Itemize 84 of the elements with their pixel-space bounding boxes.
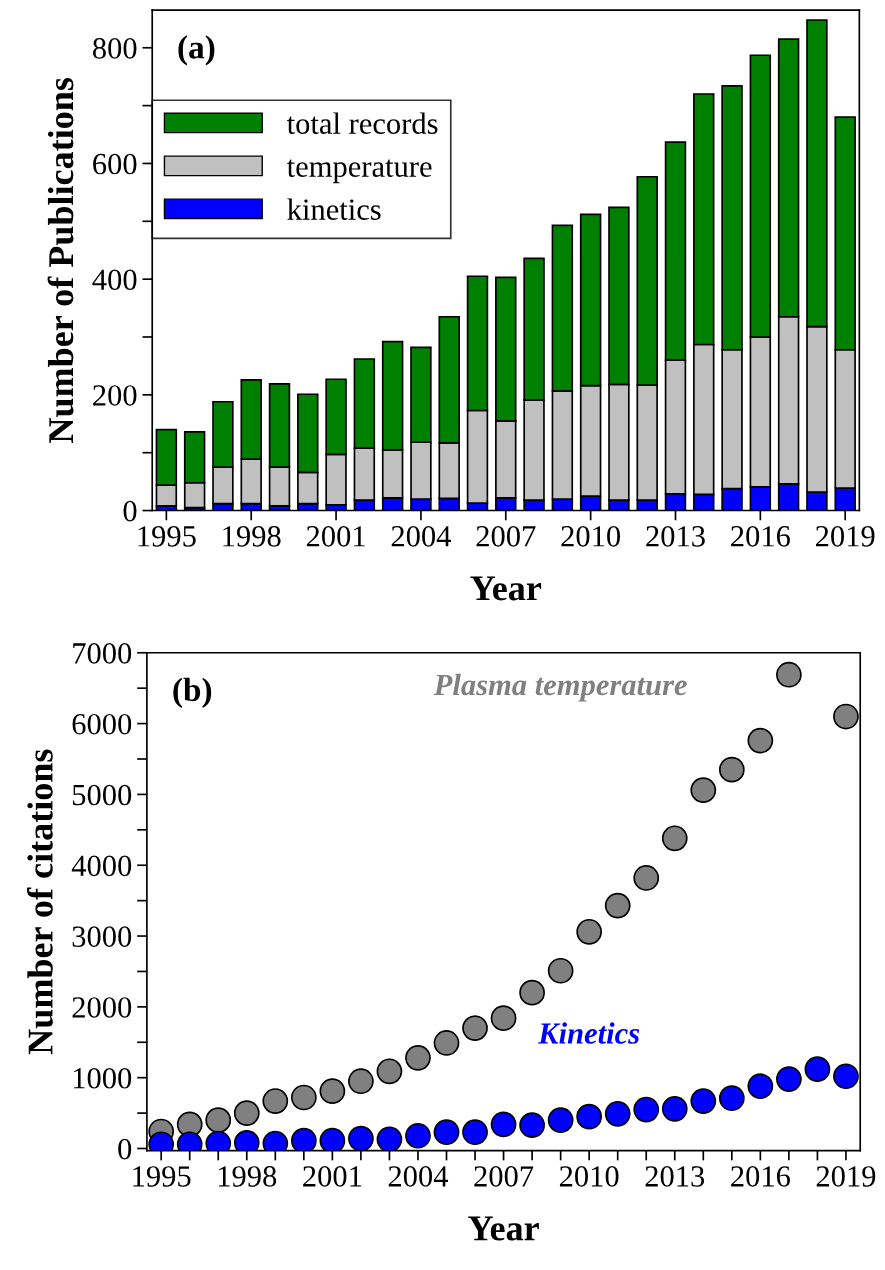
x-tick-label: 2016 (731, 526, 790, 547)
annotation: (a) (178, 35, 215, 66)
y-tick-label: 600 (93, 153, 137, 175)
point (776, 1066, 802, 1092)
y-tick-label: 200 (93, 385, 137, 406)
point (804, 1056, 831, 1083)
y-tick-label: 6000 (72, 713, 132, 735)
point (519, 1112, 545, 1138)
x-tick-label: 2016 (731, 1166, 790, 1187)
point (718, 756, 745, 783)
point (205, 1107, 232, 1134)
text: Plasma temperature (433, 673, 687, 702)
x-tick-label: 1995 (138, 526, 196, 547)
point (376, 1126, 403, 1151)
point (690, 777, 717, 804)
legend-label: total records (286, 112, 438, 134)
point (718, 1085, 745, 1112)
series-label: Kinetics (538, 1022, 640, 1044)
point (690, 1088, 717, 1114)
x-axis-title: Year (468, 1216, 539, 1241)
point (490, 1111, 517, 1138)
x-tick-label: 2001 (303, 1166, 362, 1187)
x-tick-label: 1998 (223, 526, 281, 547)
point (633, 1096, 660, 1123)
x-tick-label: 2004 (388, 1166, 449, 1187)
x-tick-label: 2001 (306, 526, 365, 547)
y-tick-label: 4000 (71, 855, 132, 877)
point (547, 1107, 574, 1134)
point (604, 892, 631, 919)
x-tick-label: 1998 (218, 1166, 277, 1187)
y-axis-title: Number of Publications (47, 77, 74, 443)
annotation: (b) (173, 677, 212, 708)
x-tick-label: 2013 (645, 1166, 705, 1187)
point (319, 1127, 346, 1151)
point (233, 1100, 260, 1126)
point (348, 1125, 374, 1151)
point (405, 1044, 431, 1071)
x-tick-label: 2010 (559, 1166, 619, 1187)
y-axis-title: Number of citations (26, 749, 53, 1055)
x-tick-label: 2007 (474, 1166, 534, 1187)
point (376, 1058, 403, 1085)
x-tick-label: 2013 (646, 526, 705, 547)
point (776, 661, 802, 688)
point (348, 1068, 374, 1095)
point (290, 1127, 317, 1151)
point (833, 703, 859, 730)
point (262, 1088, 289, 1114)
y-tick-label: 2000 (72, 997, 132, 1018)
point (833, 1063, 859, 1090)
point (462, 1119, 488, 1146)
point (433, 1030, 460, 1056)
point (462, 1015, 488, 1041)
legend-label: temperature (286, 159, 432, 184)
y-tick-label: 800 (92, 38, 137, 59)
x-tick-label: 2007 (476, 526, 536, 547)
point (747, 727, 774, 754)
x-tick-label: 2019 (816, 1166, 876, 1187)
point (290, 1084, 317, 1111)
point (576, 918, 603, 945)
x-tick-label: 1995 (133, 1166, 191, 1187)
y-tick-label: 5000 (72, 784, 132, 806)
x-axis-title: Year (470, 576, 542, 601)
point (319, 1078, 346, 1104)
point (747, 1073, 774, 1100)
point (661, 825, 688, 852)
point (490, 1005, 517, 1032)
point (604, 1100, 631, 1127)
x-tick-label: 2004 (391, 526, 451, 547)
x-tick-label: 2010 (561, 526, 621, 547)
y-tick-label: 7000 (73, 643, 132, 664)
legend-label: kinetics (287, 198, 381, 220)
point (576, 1103, 603, 1130)
point (519, 979, 545, 1006)
y-tick-label: 400 (92, 269, 137, 291)
y-tick-label: 0 (118, 1138, 132, 1160)
point (633, 865, 660, 891)
point (661, 1095, 688, 1122)
point (547, 957, 574, 984)
y-tick-label: 1000 (73, 1067, 132, 1089)
x-tick-label: 2019 (815, 526, 875, 547)
y-tick-label: 0 (123, 500, 137, 522)
point (433, 1119, 460, 1146)
point (405, 1122, 431, 1149)
y-tick-label: 3000 (72, 926, 132, 947)
